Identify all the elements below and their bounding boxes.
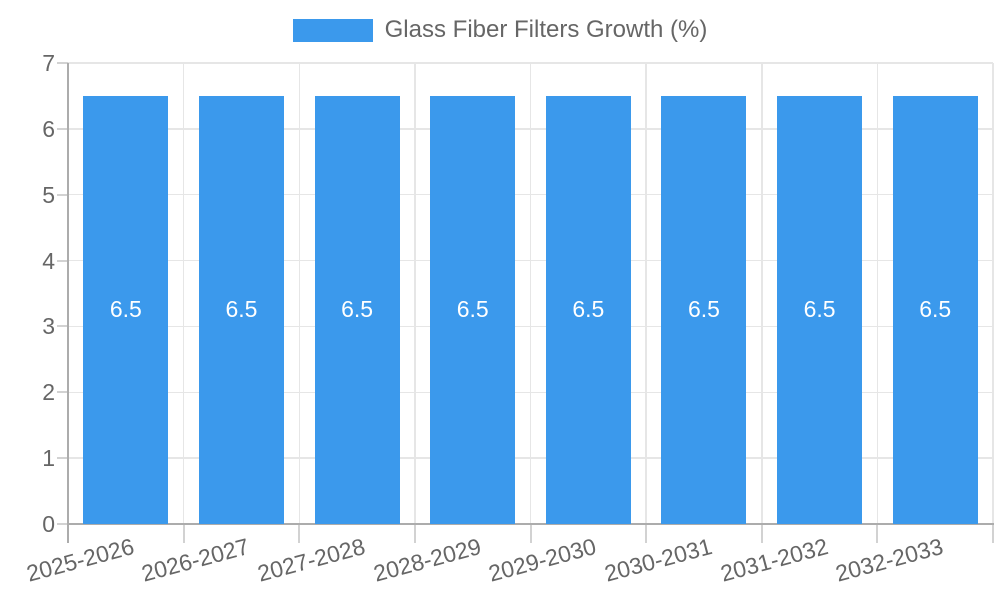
y-axis-tick <box>57 259 68 262</box>
y-tick-label: 3 <box>42 313 55 340</box>
bar-value-label: 6.5 <box>456 296 489 323</box>
x-axis-tick <box>182 524 185 543</box>
y-tick-label: 7 <box>42 50 55 76</box>
x-axis-tick <box>876 524 879 543</box>
y-tick-label: 2 <box>42 379 55 406</box>
bar-2032-2033[interactable]: 6.5 <box>892 95 978 524</box>
gridline-vertical <box>992 63 994 524</box>
y-tick-label: 4 <box>42 247 55 274</box>
bar-value-label: 6.5 <box>803 296 836 323</box>
x-tick-label: 2029-2030 <box>486 533 600 587</box>
y-axis-tick <box>57 391 68 394</box>
bar-2027-2028[interactable]: 6.5 <box>314 95 400 524</box>
y-tick-label: 6 <box>42 115 55 142</box>
x-tick-label: 2025-2026 <box>23 533 137 587</box>
y-tick-label: 1 <box>42 445 55 472</box>
y-tick-label: 5 <box>42 181 55 208</box>
bar-value-label: 6.5 <box>109 296 142 323</box>
x-axis-tick <box>298 524 301 543</box>
x-tick-label: 2030-2031 <box>601 533 715 587</box>
y-axis-line <box>67 63 69 524</box>
y-axis-tick <box>57 127 68 130</box>
x-tick-label: 2031-2032 <box>717 533 831 587</box>
x-tick-label: 2027-2028 <box>254 533 368 587</box>
y-axis-tick <box>57 457 68 460</box>
bar-value-label: 6.5 <box>572 296 605 323</box>
legend-item[interactable]: Glass Fiber Filters Growth (%) <box>292 16 708 44</box>
bar-2025-2026[interactable]: 6.5 <box>83 95 169 524</box>
bar-2030-2031[interactable]: 6.5 <box>661 95 747 524</box>
y-axis-tick <box>57 62 68 64</box>
y-axis-tick <box>57 193 68 196</box>
y-axis-tick <box>57 325 68 328</box>
x-axis-tick <box>67 524 69 543</box>
bar-value-label: 6.5 <box>341 296 374 323</box>
x-axis-line <box>68 523 994 525</box>
gridline-vertical <box>182 63 185 524</box>
x-tick-label: 2026-2027 <box>139 533 253 587</box>
gridline-vertical <box>761 63 763 524</box>
bar-2026-2027[interactable]: 6.5 <box>198 95 284 524</box>
y-axis-tick <box>57 523 68 525</box>
x-axis-tick <box>645 524 648 543</box>
legend-label: Glass Fiber Filters Growth (%) <box>384 16 708 43</box>
bar-2029-2030[interactable]: 6.5 <box>545 95 631 524</box>
x-axis-tick <box>760 524 763 543</box>
x-tick-label: 2028-2029 <box>370 533 484 587</box>
gridline-vertical <box>529 63 532 524</box>
gridline-vertical <box>876 63 879 524</box>
legend: Glass Fiber Filters Growth (%) <box>0 16 1000 44</box>
gridline-vertical <box>645 63 647 524</box>
bar-2031-2032[interactable]: 6.5 <box>777 95 863 524</box>
bar-2028-2029[interactable]: 6.5 <box>430 95 516 524</box>
bar-value-label: 6.5 <box>225 296 258 323</box>
gridline-vertical <box>414 63 416 524</box>
x-tick-label: 2032-2033 <box>832 533 946 587</box>
gridline-vertical <box>298 63 300 524</box>
x-axis-tick <box>992 524 994 543</box>
y-tick-label: 0 <box>42 511 55 537</box>
legend-swatch-icon <box>292 18 373 42</box>
x-axis-tick <box>529 524 532 543</box>
bar-value-label: 6.5 <box>687 296 720 323</box>
bar-value-label: 6.5 <box>919 296 952 323</box>
x-axis-tick <box>413 524 416 543</box>
